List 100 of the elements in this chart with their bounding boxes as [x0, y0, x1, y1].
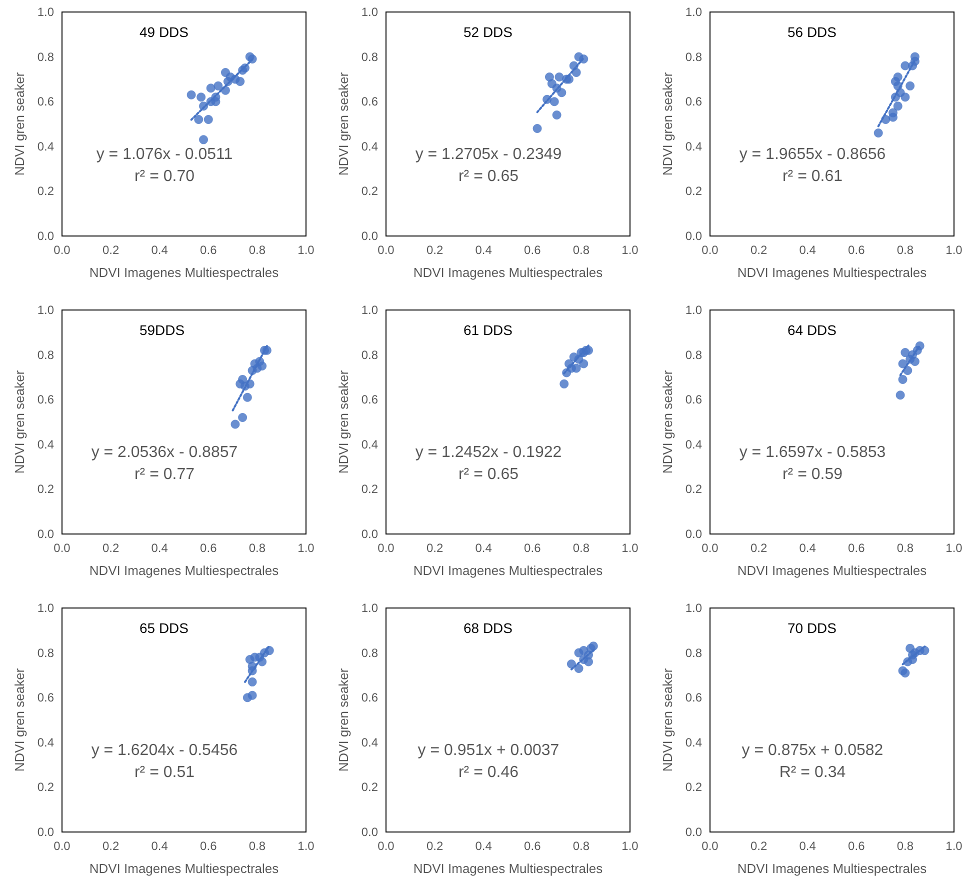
x-tick-label: 0.8: [248, 243, 266, 257]
y-tick-label: 0.6: [37, 94, 54, 109]
y-tick-label: 0.2: [361, 184, 378, 198]
x-axis-title: NDVI Imagenes Multiespectrales: [89, 265, 280, 280]
text: 49 DDS: [139, 24, 189, 40]
y-tick-label: 0.4: [37, 735, 54, 750]
x-axis-title: NDVI Imagenes Multiespectrales: [737, 563, 928, 578]
x-tick-label: 0.6: [524, 541, 542, 555]
y-tick-label: 0.2: [685, 482, 702, 496]
x-axis-title: NDVI Imagenes Multiespectrales: [413, 563, 604, 578]
x-tick-label: 0.8: [572, 839, 590, 853]
y-tick-label: 0.4: [685, 139, 702, 154]
y-tick-label: 0.2: [361, 780, 378, 794]
x-tick-label: 0.6: [200, 243, 218, 257]
x-tick-label: 1.0: [946, 243, 963, 257]
x-tick-label: 0.2: [750, 243, 768, 257]
x-tick-label: 0.4: [475, 839, 492, 853]
y-tick-label: 0.8: [361, 646, 378, 660]
y-axis-title: NDVI gren seaker: [12, 72, 27, 176]
y-tick-label: 0.2: [685, 780, 702, 794]
y-tick-label: 0.8: [361, 348, 378, 362]
annotation: R² = 0.34: [779, 764, 846, 781]
y-tick-label: 0.0: [361, 229, 378, 243]
annotation: y = 1.9655x - 0.8656: [739, 146, 886, 163]
x-tick-label: 0.0: [378, 243, 395, 257]
x-tick-label: 1.0: [946, 541, 963, 555]
y-tick-label: 1.0: [685, 303, 702, 317]
annotation: r² = 0.65: [458, 168, 519, 185]
x-axis-title: NDVI Imagenes Multiespectrales: [413, 861, 604, 876]
x-tick-label: 0.8: [572, 541, 590, 555]
y-axis-title: NDVI gren seaker: [336, 668, 351, 772]
x-axis-title: NDVI Imagenes Multiespectrales: [89, 563, 280, 578]
x-tick-label: 0.0: [378, 541, 395, 555]
y-tick-label: 1.0: [37, 5, 54, 19]
y-tick-label: 0.2: [685, 184, 702, 198]
y-tick-label: 0.8: [685, 50, 702, 64]
x-tick-label: 0.2: [426, 243, 444, 257]
text: 56 DDS: [787, 24, 837, 40]
y-tick-label: 0.4: [685, 437, 702, 452]
x-tick-label: 0.8: [896, 839, 914, 853]
y-tick-label: 0.8: [37, 348, 54, 362]
x-tick-label: 0.2: [102, 243, 120, 257]
x-tick-label: 0.4: [799, 243, 816, 257]
x-axis-title: NDVI Imagenes Multiespectrales: [89, 861, 280, 876]
y-tick-label: 0.6: [361, 94, 378, 109]
x-tick-label: 0.4: [151, 243, 168, 257]
annotation: r² = 0.61: [782, 168, 843, 185]
annotation: r² = 0.46: [458, 764, 519, 781]
x-tick-label: 0.2: [426, 541, 444, 555]
y-tick-label: 0.4: [37, 139, 54, 154]
y-tick-label: 0.0: [37, 527, 54, 541]
x-tick-label: 0.6: [200, 541, 218, 555]
x-tick-label: 0.0: [702, 243, 719, 257]
x-tick-label: 0.8: [572, 243, 590, 257]
y-tick-label: 0.8: [685, 646, 702, 660]
x-tick-label: 0.4: [799, 839, 816, 853]
x-tick-label: 0.4: [799, 541, 816, 555]
y-tick-label: 0.0: [361, 825, 378, 839]
x-tick-label: 0.4: [475, 541, 492, 555]
annotation: y = 1.2452x - 0.1922: [415, 444, 562, 461]
x-tick-label: 0.0: [702, 541, 719, 555]
y-tick-label: 0.6: [361, 392, 378, 407]
text: 59DDS: [139, 322, 185, 338]
y-tick-label: 0.6: [37, 392, 54, 407]
y-tick-label: 0.4: [685, 735, 702, 750]
x-tick-label: 0.0: [54, 839, 71, 853]
y-tick-label: 0.6: [361, 690, 378, 705]
x-tick-label: 0.6: [848, 541, 866, 555]
x-axis-title: NDVI Imagenes Multiespectrales: [737, 265, 928, 280]
x-tick-label: 0.6: [524, 243, 542, 257]
annotation: y = 0.951x + 0.0037: [418, 742, 560, 759]
y-tick-label: 0.6: [685, 690, 702, 705]
y-tick-label: 1.0: [361, 303, 378, 317]
y-tick-label: 0.0: [685, 229, 702, 243]
y-tick-label: 0.4: [361, 139, 378, 154]
annotation: y = 1.076x - 0.0511: [96, 146, 233, 163]
x-tick-label: 1.0: [298, 839, 315, 853]
y-tick-label: 1.0: [37, 303, 54, 317]
text: 61 DDS: [463, 322, 513, 338]
text: 68 DDS: [463, 620, 513, 636]
text: 52 DDS: [463, 24, 513, 40]
annotation: y = 0.875x + 0.0582: [742, 742, 884, 759]
y-axis-title: NDVI gren seaker: [12, 668, 27, 772]
y-tick-label: 0.4: [361, 735, 378, 750]
annotation: r² = 0.65: [458, 466, 519, 483]
y-axis-title: NDVI gren seaker: [336, 72, 351, 176]
annotation: r² = 0.59: [782, 466, 843, 483]
x-tick-label: 0.4: [151, 541, 168, 555]
x-tick-label: 0.6: [848, 839, 866, 853]
x-tick-label: 0.2: [102, 541, 120, 555]
y-tick-label: 0.0: [37, 825, 54, 839]
x-tick-label: 0.6: [848, 243, 866, 257]
x-tick-label: 1.0: [946, 839, 963, 853]
annotation: y = 1.2705x - 0.2349: [415, 146, 562, 163]
annotation: y = 1.6597x - 0.5853: [739, 444, 886, 461]
x-tick-label: 0.6: [200, 839, 218, 853]
y-axis-title: NDVI gren seaker: [12, 370, 27, 474]
y-tick-label: 0.4: [361, 437, 378, 452]
annotation: r² = 0.70: [134, 168, 195, 185]
text: 70 DDS: [787, 620, 837, 636]
